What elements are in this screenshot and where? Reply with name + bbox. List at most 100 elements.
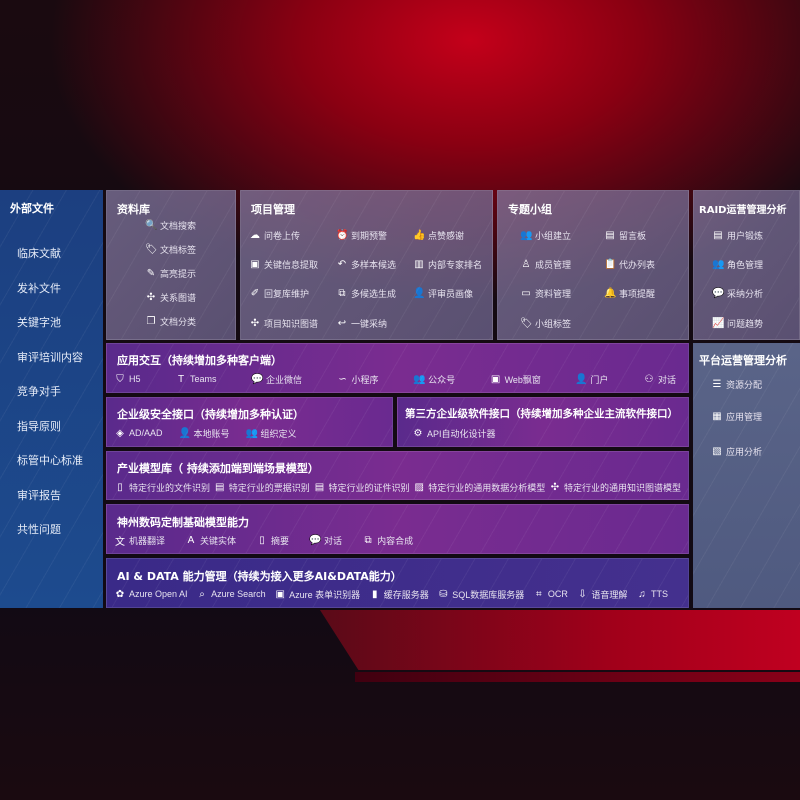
- item-label: Azure 表单识别器: [289, 589, 361, 600]
- item-label: 对话: [324, 535, 343, 546]
- external-file-item[interactable]: 竞争对手: [17, 385, 61, 398]
- group-item-事项提醒[interactable]: 🔔 事项提醒: [604, 287, 655, 300]
- ai-item-SQL数据库服务器[interactable]: ⛁ SQL数据库服务器: [437, 588, 524, 601]
- library-item-文档标签[interactable]: 🏷 文档标签: [145, 243, 196, 256]
- external-file-item[interactable]: 发补文件: [17, 281, 61, 295]
- item-label: 小程序: [351, 374, 379, 385]
- item-label: AD/AAD: [129, 428, 163, 438]
- project-item-点赞感谢[interactable]: 👍 点赞感谢: [413, 229, 464, 242]
- base-item-对话[interactable]: 💬 对话: [309, 534, 342, 547]
- app-item-H5[interactable]: ⛉ H5: [114, 374, 141, 385]
- industry-item-特定行业的通用数据分析模型[interactable]: ▨ 特定行业的通用数据分析模型: [413, 481, 545, 494]
- org-icon: 👥: [245, 427, 258, 439]
- item-label: H5: [129, 374, 141, 384]
- group-item-小组建立[interactable]: 👥 小组建立: [520, 229, 571, 242]
- item-label: TTS: [650, 589, 668, 599]
- ai-item-语音理解[interactable]: ⇩ 语音理解: [576, 588, 627, 601]
- item-label: 特定行业的证件识别: [328, 482, 410, 493]
- library-item-关系图谱[interactable]: ✣ 关系图谱: [145, 291, 196, 304]
- platform-item-资源分配[interactable]: ☰ 资源分配: [711, 378, 763, 391]
- project-item-评审员画像[interactable]: 👤 评审员画像: [413, 287, 473, 300]
- ai-item-Azure-Search[interactable]: ⌕ Azure Search: [196, 589, 265, 600]
- ai-item-Azure-表单识别器[interactable]: ▣ Azure 表单识别器: [274, 588, 360, 601]
- raid-item-用户锻炼[interactable]: ▤ 用户锻炼: [712, 229, 763, 242]
- project-item-多样本候选[interactable]: ↶ 多样本候选: [336, 258, 396, 271]
- group-item-留言板[interactable]: ▤ 留言板: [604, 229, 646, 242]
- external-file-item[interactable]: 审评培训内容: [17, 350, 83, 364]
- base-item-关键实体[interactable]: A 关键实体: [185, 534, 236, 547]
- user-lock-icon: 👤: [178, 427, 191, 439]
- app-item-门户[interactable]: 👤 门户: [575, 373, 608, 386]
- raid-item-采纳分析[interactable]: 💬 采纳分析: [712, 287, 763, 300]
- group-item-资料管理[interactable]: ▭ 资料管理: [520, 287, 571, 300]
- item-label: SQL数据库服务器: [452, 589, 525, 600]
- base-item-摘要[interactable]: ▯ 摘要: [256, 534, 289, 547]
- database-icon: ⛁: [439, 588, 448, 600]
- item-label: 文档标签: [160, 245, 197, 255]
- library-item-文档搜索[interactable]: 🔍 文档搜索: [145, 219, 196, 232]
- group-item-成员管理[interactable]: ♙ 成员管理: [520, 258, 572, 271]
- group-item-代办列表[interactable]: 📋 代办列表: [604, 258, 655, 271]
- item-label: 组织定义: [260, 428, 297, 439]
- ai-item-OCR[interactable]: ⌗ OCR: [533, 589, 568, 600]
- base-item-内容合成[interactable]: ⧉ 内容合成: [362, 534, 413, 547]
- item-label: 对话: [657, 374, 676, 385]
- group-item-小组标签[interactable]: 🏷 小组标签: [520, 317, 571, 330]
- speech-icon: ⇩: [578, 588, 587, 600]
- project-item-问卷上传[interactable]: ☁ 问卷上传: [249, 229, 300, 242]
- external-file-item[interactable]: 标管中心标准: [17, 454, 83, 467]
- project-item-内部专家排名[interactable]: ▥ 内部专家排名: [413, 258, 482, 271]
- item-label: 特定行业的通用数据分析模型: [428, 482, 546, 493]
- security-item-AD/AAD[interactable]: ◈ AD/AAD: [114, 428, 163, 439]
- project-item-关键信息提取[interactable]: ▣ 关键信息提取: [249, 258, 318, 271]
- project-item-项目知识图谱[interactable]: ✣ 项目知识图谱: [249, 317, 318, 330]
- app-panel: 应用交互（持续增加多种客户端） ⛉ H5 T Teams 💬 企业微信 ∽ 小程序 👥 公众号 ▣ W…: [106, 343, 689, 393]
- folder-icon: ▭: [521, 288, 531, 299]
- industry-item-特定行业的通用知识图谱模型[interactable]: ✣ 特定行业的通用知识图谱模型: [549, 481, 681, 494]
- platform-item-应用管理[interactable]: ▦ 应用管理: [711, 410, 762, 423]
- app-item-公众号[interactable]: 👥 公众号: [413, 373, 455, 386]
- security-item-组织定义[interactable]: 👥 组织定义: [246, 427, 297, 440]
- item-label: Teams: [190, 374, 217, 384]
- app-item-Web飘窗[interactable]: ▣ Web飘窗: [490, 373, 541, 386]
- platform-item-应用分析[interactable]: ▧ 应用分析: [711, 445, 762, 458]
- ai-item-Azure-Open-AI[interactable]: ✿ Azure Open AI: [114, 589, 188, 600]
- cloud-upload-icon: ☁: [250, 230, 260, 241]
- external-file-item[interactable]: 审评报告: [17, 488, 61, 502]
- item-label: 资源分配: [726, 380, 763, 390]
- bbs-icon: ▤: [605, 230, 615, 241]
- industry-item-特定行业的证件识别[interactable]: ▤ 特定行业的证件识别: [313, 481, 410, 494]
- project-item-到期预警[interactable]: ⏰ 到期预警: [336, 229, 387, 242]
- industry-item-特定行业的文件识别[interactable]: ▯ 特定行业的文件识别: [114, 481, 210, 494]
- user-icon: 👤: [413, 288, 426, 299]
- library-item-高亮提示[interactable]: ✎ 高亮提示: [145, 267, 196, 280]
- thirdparty-item-API自动化设计器[interactable]: ⚙ API自动化设计器: [412, 427, 496, 440]
- external-file-item[interactable]: 关键字池: [17, 316, 61, 329]
- app-item-对话[interactable]: ⚇ 对话: [643, 373, 676, 386]
- apps-icon: ▦: [712, 411, 722, 422]
- external-file-item[interactable]: 指导原则: [17, 419, 61, 433]
- raid-item-问题趋势[interactable]: 📈 问题趋势: [712, 317, 763, 330]
- project-item-一键采纳[interactable]: ↩ 一键采纳: [336, 317, 387, 330]
- app-item-Teams[interactable]: T Teams: [175, 374, 217, 385]
- chart-icon: ▨: [414, 481, 424, 493]
- ai-item-TTS[interactable]: ♫ TTS: [636, 589, 668, 600]
- app-item-企业微信[interactable]: 💬 企业微信: [251, 373, 302, 386]
- item-label: 成员管理: [535, 260, 572, 270]
- puzzle-icon: ⧉: [338, 288, 346, 299]
- industry-item-特定行业的票据识别[interactable]: ▤ 特定行业的票据识别: [214, 481, 310, 494]
- ai-item-缓存服务器[interactable]: ▮ 缓存服务器: [369, 588, 429, 601]
- project-item-多候选生成[interactable]: ⧉ 多候选生成: [336, 287, 396, 300]
- id-card-icon: ▤: [713, 230, 723, 241]
- library-item-文档分类[interactable]: ❐ 文档分类: [145, 315, 197, 328]
- item-label: 多候选生成: [351, 289, 397, 299]
- app-item-小程序[interactable]: ∽ 小程序: [337, 373, 379, 386]
- base-item-机器翻译[interactable]: 文机器翻译: [114, 533, 165, 548]
- item-label: 文档分类: [160, 317, 197, 327]
- item-label: 项目知识图谱: [264, 319, 319, 329]
- project-item-回复库维护[interactable]: ✐ 回复库维护: [249, 287, 309, 300]
- raid-item-角色管理[interactable]: 👥 角色管理: [712, 258, 763, 271]
- external-file-item[interactable]: 临床文献: [17, 247, 61, 260]
- security-item-本地账号[interactable]: 👤 本地账号: [179, 427, 230, 440]
- external-file-item[interactable]: 共性问题: [17, 523, 61, 536]
